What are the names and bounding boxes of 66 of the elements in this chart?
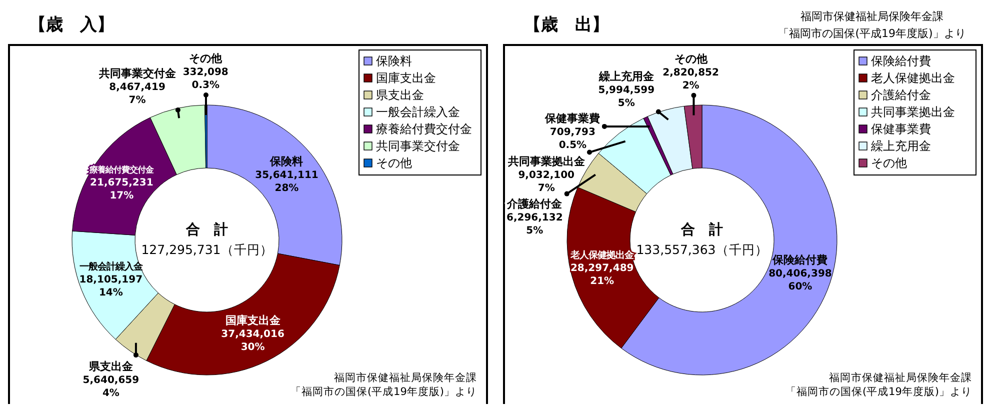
- slice-label: 繰上充用金: [598, 70, 655, 83]
- text: 合 計: [185, 222, 228, 238]
- legend-label: 老人保健拠出金: [871, 71, 955, 85]
- text: 5%: [526, 225, 544, 236]
- slice-label: 共同事業拠出金: [506, 155, 586, 168]
- text: 福岡市保健福祉局保険年金課: [829, 371, 972, 384]
- text: 0.3%: [192, 80, 220, 92]
- text: 4%: [102, 388, 120, 400]
- slice-label: 保険給付費: [772, 254, 828, 267]
- text: 14%: [98, 287, 123, 298]
- data-label: 5,994,599: [598, 84, 655, 96]
- text: 7%: [128, 95, 146, 106]
- text: 福岡市保健福祉局保険年金課: [800, 10, 944, 23]
- slice-label: 共同事業交付金: [98, 67, 177, 80]
- slice-label: 一般会計繰入金: [79, 261, 144, 272]
- data-label: 332,098: [182, 67, 228, 78]
- legend-label: その他: [376, 156, 412, 170]
- slice-label: 県支出金: [88, 360, 134, 374]
- legend-label: 保険給付費: [871, 54, 931, 68]
- legend-label: 保険料: [376, 54, 412, 68]
- data-label: 5,640,659: [82, 375, 140, 386]
- slice-label: 保健事業費: [544, 112, 600, 126]
- text: 2%: [682, 80, 700, 92]
- slice-label: 国庫支出金: [225, 314, 282, 327]
- text: 合 計: [680, 222, 723, 238]
- data-label: 2,820,852: [662, 67, 719, 78]
- text: 133,557,363（千円）: [636, 242, 768, 257]
- text: 30%: [240, 342, 265, 353]
- legend-label: その他: [871, 156, 907, 170]
- legend-label: 共同事業拠出金: [871, 105, 955, 119]
- data-label: 709,793: [550, 127, 596, 138]
- legend-label: 共同事業交付金: [376, 139, 460, 153]
- legend-label: 国庫支出金: [376, 71, 436, 85]
- data-label: 35,641,111: [255, 170, 318, 182]
- data-label: 8,467,419: [109, 82, 166, 94]
- text: 「福岡市の国保(平成19年度版)」より: [778, 27, 966, 40]
- data-label: 28,297,489: [570, 263, 634, 274]
- text: 「福岡市の国保(平成19年度版)」より: [785, 385, 972, 398]
- text: 福岡市保健福祉局保険年金課: [334, 371, 477, 384]
- data-label: 9,032,100: [518, 170, 575, 182]
- text: 17%: [110, 190, 134, 202]
- data-label: 18,105,197: [79, 274, 143, 286]
- slice-label: その他: [674, 52, 708, 66]
- text: 21%: [590, 276, 614, 288]
- legend-label: 繰上充用金: [870, 139, 931, 153]
- data-label: 21,675,231: [90, 177, 154, 188]
- text: 5%: [618, 98, 635, 109]
- legend-label: 療養給付費交付金: [376, 122, 472, 136]
- legend-label: 一般会計繰入金: [376, 105, 460, 119]
- text: 0.5%: [558, 140, 587, 152]
- chart-title: 【歳 入】: [29, 15, 114, 35]
- slice-label: 介護給付金: [506, 197, 564, 210]
- text: 60%: [788, 282, 812, 293]
- legend-label: 保健事業費: [871, 122, 931, 136]
- slice-label: その他: [189, 52, 224, 66]
- data-label: 37,434,016: [221, 328, 284, 340]
- legend-label: 県支出金: [376, 88, 424, 102]
- data-label: 6,296,132: [506, 212, 563, 224]
- text: 7%: [538, 183, 555, 194]
- text: 127,295,731（千円）: [141, 242, 273, 257]
- legend-label: 介護給付金: [871, 88, 931, 102]
- text: 「福岡市の国保(平成19年度版)」より: [290, 385, 477, 398]
- text: 28%: [274, 183, 299, 194]
- data-label: 80,406,398: [768, 268, 832, 280]
- chart-title: 【歳 出】: [524, 15, 609, 35]
- slice-label: 保険料: [269, 155, 304, 168]
